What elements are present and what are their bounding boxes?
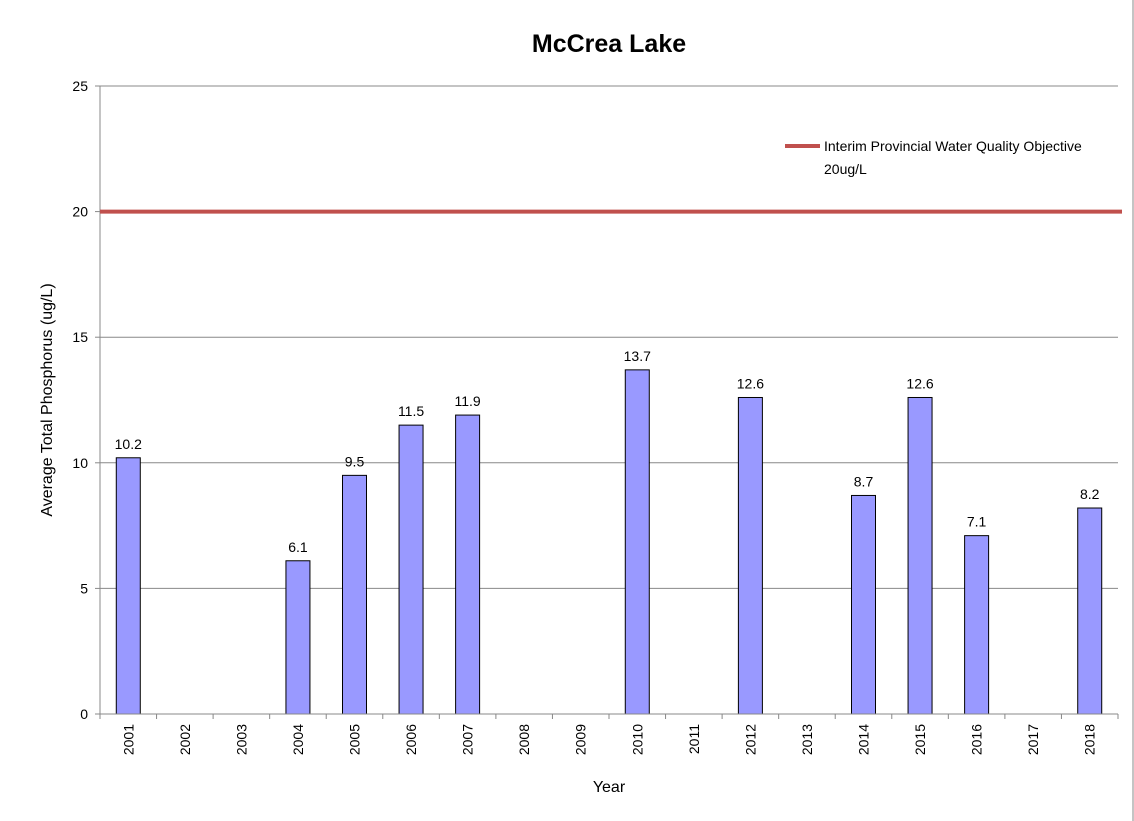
- data-label: 11.9: [455, 393, 481, 409]
- bar: [964, 535, 990, 715]
- y-tick-label: 15: [72, 329, 88, 345]
- bar: [115, 457, 141, 715]
- data-label: 7.1: [967, 514, 987, 530]
- data-label: 10.2: [115, 436, 142, 452]
- bar: [907, 396, 933, 715]
- data-label: 8.7: [854, 473, 874, 489]
- y-tick-label: 10: [72, 455, 88, 471]
- y-tick-label: 25: [72, 78, 88, 94]
- x-tick-label: 2010: [629, 724, 645, 755]
- bar: [455, 414, 481, 715]
- x-tick-label: 2016: [969, 724, 985, 755]
- bar: [737, 396, 763, 715]
- x-tick-label: 2011: [686, 724, 702, 754]
- x-tick-label: 2014: [856, 724, 872, 755]
- y-axis-label: Average Total Phosphorus (ug/L): [39, 283, 56, 516]
- x-tick-label: 2005: [347, 724, 363, 755]
- x-tick-label: 2018: [1082, 724, 1098, 755]
- x-tick-label: 2009: [573, 724, 589, 755]
- x-tick-label: 2015: [912, 724, 928, 755]
- x-tick-label: 2017: [1025, 724, 1041, 755]
- x-tick-label: 2003: [233, 724, 249, 755]
- data-label: 12.6: [737, 375, 764, 391]
- bar: [851, 494, 876, 715]
- x-tick-label: 2007: [460, 724, 476, 755]
- x-tick-label: 2002: [177, 724, 193, 755]
- x-tick-label: 2013: [799, 724, 815, 755]
- y-tick-label: 20: [72, 204, 88, 220]
- bar: [285, 560, 311, 715]
- y-tick-label: 0: [80, 706, 88, 722]
- x-tick-label: 2008: [516, 724, 532, 755]
- data-label: 8.2: [1080, 486, 1100, 502]
- data-label: 12.6: [906, 375, 933, 391]
- x-tick-label: 2004: [290, 724, 306, 755]
- x-axis-label: Year: [593, 779, 626, 796]
- legend-label: Interim Provincial Water Quality Objecti…: [824, 138, 1082, 177]
- x-tick-label: 2001: [120, 724, 136, 755]
- data-label: 9.5: [345, 453, 365, 469]
- x-tick-label: 2006: [403, 724, 419, 755]
- bar: [624, 369, 650, 715]
- data-label: 11.5: [398, 403, 424, 419]
- data-label: 6.1: [288, 539, 308, 555]
- x-tick-label: 2012: [742, 724, 758, 755]
- data-label: 13.7: [624, 348, 651, 364]
- y-tick-label: 5: [80, 580, 88, 596]
- bar: [1077, 507, 1103, 715]
- bar: [342, 474, 367, 715]
- bar: [398, 424, 424, 715]
- chart-title: McCrea Lake: [532, 30, 686, 58]
